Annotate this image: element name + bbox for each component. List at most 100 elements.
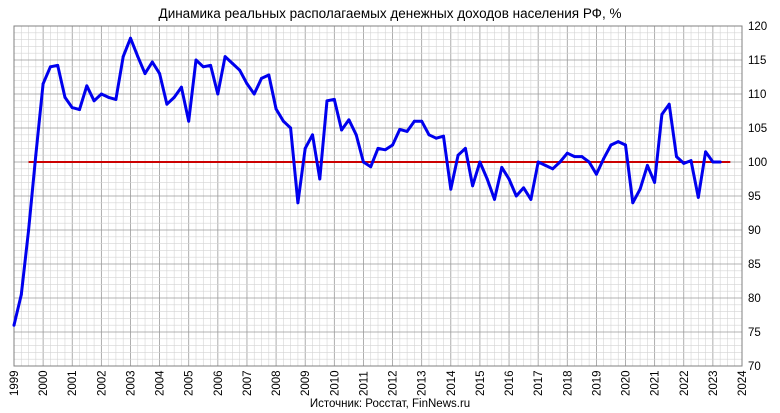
- grid: [13, 25, 743, 367]
- data-point: [507, 177, 511, 181]
- data-point: [638, 187, 642, 191]
- data-point: [245, 82, 249, 86]
- y-tick-label: 90: [748, 225, 761, 237]
- data-point: [107, 96, 111, 99]
- x-tick-label: 2013: [417, 370, 429, 396]
- data-point: [369, 165, 373, 169]
- data-point: [223, 55, 227, 58]
- data-point: [391, 143, 394, 147]
- data-point: [311, 133, 314, 137]
- chart-source: Источник: Росстат, FinNews.ru: [310, 398, 470, 410]
- data-point: [551, 167, 555, 171]
- data-point: [522, 186, 525, 190]
- y-tick-label: 115: [748, 55, 766, 67]
- data-point: [19, 293, 23, 296]
- x-tick-label: 2024: [737, 370, 749, 396]
- data-point: [216, 92, 220, 96]
- chart-title: Динамика реальных располагаемых денежных…: [159, 6, 622, 21]
- y-tick-label: 95: [748, 191, 761, 203]
- data-point: [653, 181, 657, 184]
- y-axis-ticks: 70 75 80 85 90 95 100 105 110 115 120: [748, 21, 767, 373]
- data-point: [180, 85, 183, 89]
- data-point: [573, 155, 576, 158]
- x-tick-label: 2021: [650, 370, 662, 396]
- data-point: [478, 160, 482, 164]
- data-point: [536, 160, 540, 164]
- data-point: [660, 113, 664, 116]
- data-point: [150, 60, 154, 64]
- data-point: [209, 64, 212, 67]
- data-point: [493, 198, 496, 201]
- data-point: [456, 153, 460, 157]
- x-tick-label: 2007: [242, 370, 254, 396]
- data-point: [413, 119, 416, 123]
- data-point: [711, 160, 715, 164]
- data-point: [442, 134, 445, 138]
- x-tick-label: 2004: [155, 370, 167, 396]
- data-point: [231, 62, 234, 65]
- data-point: [485, 177, 489, 181]
- data-point: [587, 160, 591, 164]
- data-point: [158, 72, 162, 75]
- plot-border: [13, 25, 743, 367]
- x-tick-label: 2006: [213, 370, 225, 396]
- x-tick-label: 2017: [533, 370, 545, 396]
- x-tick-label: 2012: [388, 370, 400, 396]
- data-point: [187, 119, 191, 123]
- data-point: [544, 164, 547, 167]
- data-point: [500, 166, 504, 169]
- series-line-0: [12, 36, 722, 327]
- x-axis-ticks: 1999 2000 2001 2002 2003 2004 2005 2006 2007 2008…: [9, 370, 749, 396]
- data-point: [296, 201, 300, 205]
- y-tick-label: 110: [748, 89, 766, 101]
- data-point: [631, 201, 635, 205]
- data-point: [514, 194, 518, 198]
- y-tick-label: 105: [748, 123, 767, 135]
- data-point: [405, 130, 409, 133]
- data-point: [121, 55, 125, 58]
- data-point: [41, 82, 45, 86]
- data-point: [318, 177, 322, 181]
- data-point: [332, 98, 336, 101]
- data-point: [201, 65, 205, 69]
- data-point: [696, 195, 700, 199]
- x-tick-label: 2000: [38, 370, 50, 396]
- data-point: [78, 108, 81, 112]
- data-point: [595, 172, 598, 176]
- data-point: [238, 68, 242, 72]
- data-point: [354, 133, 358, 137]
- data-point: [558, 160, 562, 164]
- data-point: [143, 72, 147, 75]
- data-point: [420, 119, 424, 123]
- data-point: [281, 119, 285, 123]
- data-point: [471, 184, 475, 188]
- x-tick-label: 1999: [9, 370, 21, 396]
- data-point: [529, 198, 533, 201]
- y-tick-label: 75: [748, 327, 761, 339]
- x-tick-label: 2016: [504, 370, 516, 396]
- x-tick-label: 2014: [446, 370, 458, 396]
- data-point: [27, 228, 30, 232]
- y-tick-label: 85: [748, 259, 761, 271]
- data-point: [165, 102, 169, 106]
- x-tick-label: 2009: [300, 370, 312, 396]
- data-point: [172, 96, 176, 99]
- data-point: [347, 118, 351, 122]
- data-point: [340, 128, 343, 132]
- series-group: [12, 36, 722, 327]
- data-point: [194, 58, 198, 62]
- x-tick-label: 2003: [125, 370, 137, 396]
- data-point: [434, 136, 438, 140]
- data-point: [624, 143, 627, 147]
- x-tick-label: 2023: [708, 370, 720, 396]
- y-tick-label: 100: [748, 157, 767, 169]
- data-point: [49, 65, 52, 69]
- data-point: [718, 160, 722, 164]
- data-point: [129, 36, 132, 40]
- data-point: [602, 157, 606, 161]
- data-point: [383, 148, 387, 152]
- data-point: [56, 64, 60, 67]
- data-point: [689, 159, 693, 163]
- data-point: [427, 133, 431, 137]
